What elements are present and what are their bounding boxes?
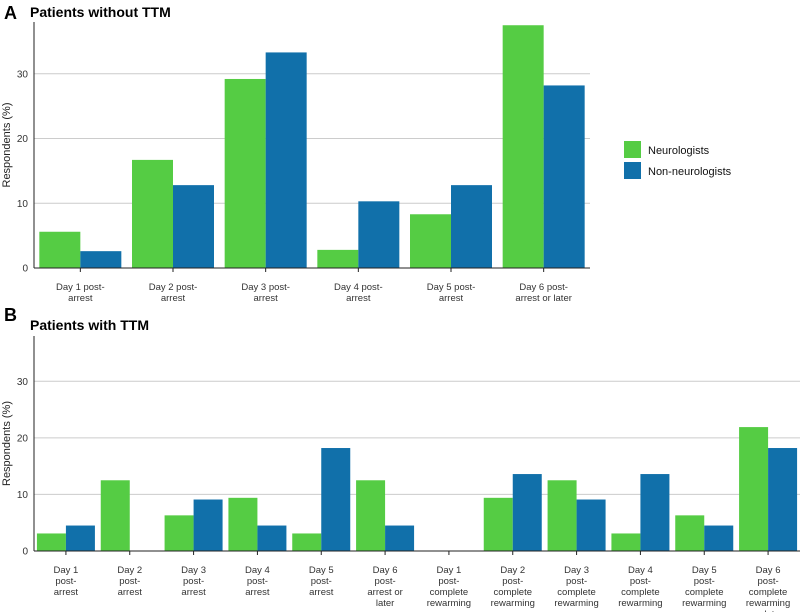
- panel-a-category-label-4: Day 5 post-arrest: [427, 282, 476, 304]
- panel-b-bar-neurologists-7: [483, 497, 513, 551]
- panel-a-bar-non-neurologists-1: [173, 185, 214, 268]
- panel-a-ytick-30: 30: [17, 69, 29, 80]
- panel-b-ytick-0: 0: [22, 547, 28, 558]
- legend-swatch-non-neurologists: [624, 162, 641, 179]
- panel-b-bar-neurologists-5: [356, 480, 386, 551]
- panel-b-category-label-10: Day 5 post-complete rewarming: [682, 565, 726, 609]
- legend-swatch-neurologists: [624, 141, 641, 158]
- panel-a-bar-non-neurologists-3: [358, 201, 400, 268]
- panel-a-bar-non-neurologists-4: [451, 185, 492, 268]
- panel-a-plot: 0 10 20 30 Day 1 post-arrest Day 2 post-arres…: [1, 22, 590, 304]
- panel-a-bar-neurologists-2: [224, 78, 266, 269]
- panel-a-category-label-0: Day 1 post-arrest: [56, 282, 105, 304]
- panel-b-bar-non-neurologists-9: [640, 474, 670, 551]
- panel-b-category-label-0: Day 1 post-arrest: [54, 565, 79, 598]
- panel-b-bar-neurologists-8: [547, 480, 577, 551]
- panel-a-bar-neurologists-3: [317, 249, 359, 268]
- panel-a-bar-neurologists-5: [502, 25, 544, 268]
- panel-a-letter: A: [4, 3, 17, 23]
- panel-b-category-label-2: Day 3 post-arrest: [181, 565, 206, 598]
- panel-b-bar-non-neurologists-11: [768, 448, 798, 551]
- panel-a-bar-non-neurologists-5: [543, 85, 585, 268]
- panel-a-ylabel: Respondents (%): [1, 103, 13, 188]
- panel-a-ytick-20: 20: [17, 134, 29, 145]
- panel-a-bar-neurologists-1: [132, 159, 173, 268]
- panel-a-bar-neurologists-4: [410, 214, 451, 268]
- panel-b-bar-non-neurologists-7: [512, 474, 542, 551]
- panel-b-category-label-3: Day 4 post-arrest: [245, 565, 270, 598]
- panel-b-ytick-10: 10: [17, 490, 29, 501]
- panel-b-bar-neurologists-0: [36, 533, 66, 551]
- panel-b-bar-neurologists-9: [611, 533, 641, 551]
- panel-b-ytick-20: 20: [17, 433, 29, 444]
- panel-b-bar-neurologists-3: [228, 497, 258, 551]
- panel-b-bar-non-neurologists-0: [65, 525, 95, 551]
- panel-a-category-label-1: Day 2 post-arrest: [149, 282, 198, 304]
- panel-b-bar-non-neurologists-2: [193, 499, 223, 551]
- panel-b-bar-non-neurologists-3: [257, 525, 287, 551]
- panel-a-bar-neurologists-0: [39, 231, 81, 268]
- legend-label-non-neurologists: Non-neurologists: [648, 166, 732, 178]
- panel-b-plot: 0 10 20 30 Day 1 post-arrest Day 2 post-arrest D…: [1, 336, 800, 612]
- panel-a-bar-non-neurologists-2: [265, 52, 307, 268]
- legend: Neurologists Non-neurologists: [624, 141, 732, 179]
- panel-b-bar-neurologists-1: [100, 480, 130, 551]
- legend-label-neurologists: Neurologists: [648, 145, 710, 157]
- panel-a-ytick-10: 10: [17, 199, 29, 210]
- panel-b-category-label-5: Day 6 post-arrest or later: [367, 565, 402, 609]
- panel-b-category-label-9: Day 4 post-complete rewarming: [618, 565, 662, 609]
- panel-b-category-label-8: Day 3 post-complete rewarming: [554, 565, 598, 609]
- panel-a-title: Patients without TTM: [30, 4, 171, 20]
- panel-b-ylabel: Respondents (%): [1, 401, 13, 486]
- panel-b-bar-non-neurologists-5: [385, 525, 415, 551]
- panel-b-category-label-1: Day 2 post-arrest: [117, 565, 142, 598]
- panel-b-category-label-4: Day 5 post-arrest: [309, 565, 334, 598]
- panel-b-bar-non-neurologists-8: [576, 499, 606, 551]
- panel-b-category-label-6: Day 1 post-complete rewarming: [427, 565, 471, 609]
- panel-a-category-label-5: Day 6 post-arrest or later: [515, 282, 572, 304]
- panel-a-category-label-3: Day 4 post-arrest: [334, 282, 383, 304]
- panel-b-bar-neurologists-2: [164, 515, 194, 551]
- panel-b-category-label-7: Day 2 post-complete rewarming: [491, 565, 535, 609]
- panel-b-bar-neurologists-11: [739, 427, 769, 551]
- panel-a-ytick-0: 0: [22, 264, 28, 275]
- panel-a-category-label-2: Day 3 post-arrest: [241, 282, 290, 304]
- panel-a-bar-non-neurologists-0: [80, 251, 122, 268]
- panel-b-ytick-30: 30: [17, 377, 29, 388]
- panel-b-bar-neurologists-4: [292, 533, 322, 551]
- panel-b-title: Patients with TTM: [30, 317, 149, 333]
- panel-b-bar-non-neurologists-10: [704, 525, 734, 551]
- panel-b-bar-non-neurologists-4: [321, 448, 351, 551]
- panel-b-letter: B: [4, 305, 17, 325]
- panel-b-bar-neurologists-10: [675, 515, 705, 551]
